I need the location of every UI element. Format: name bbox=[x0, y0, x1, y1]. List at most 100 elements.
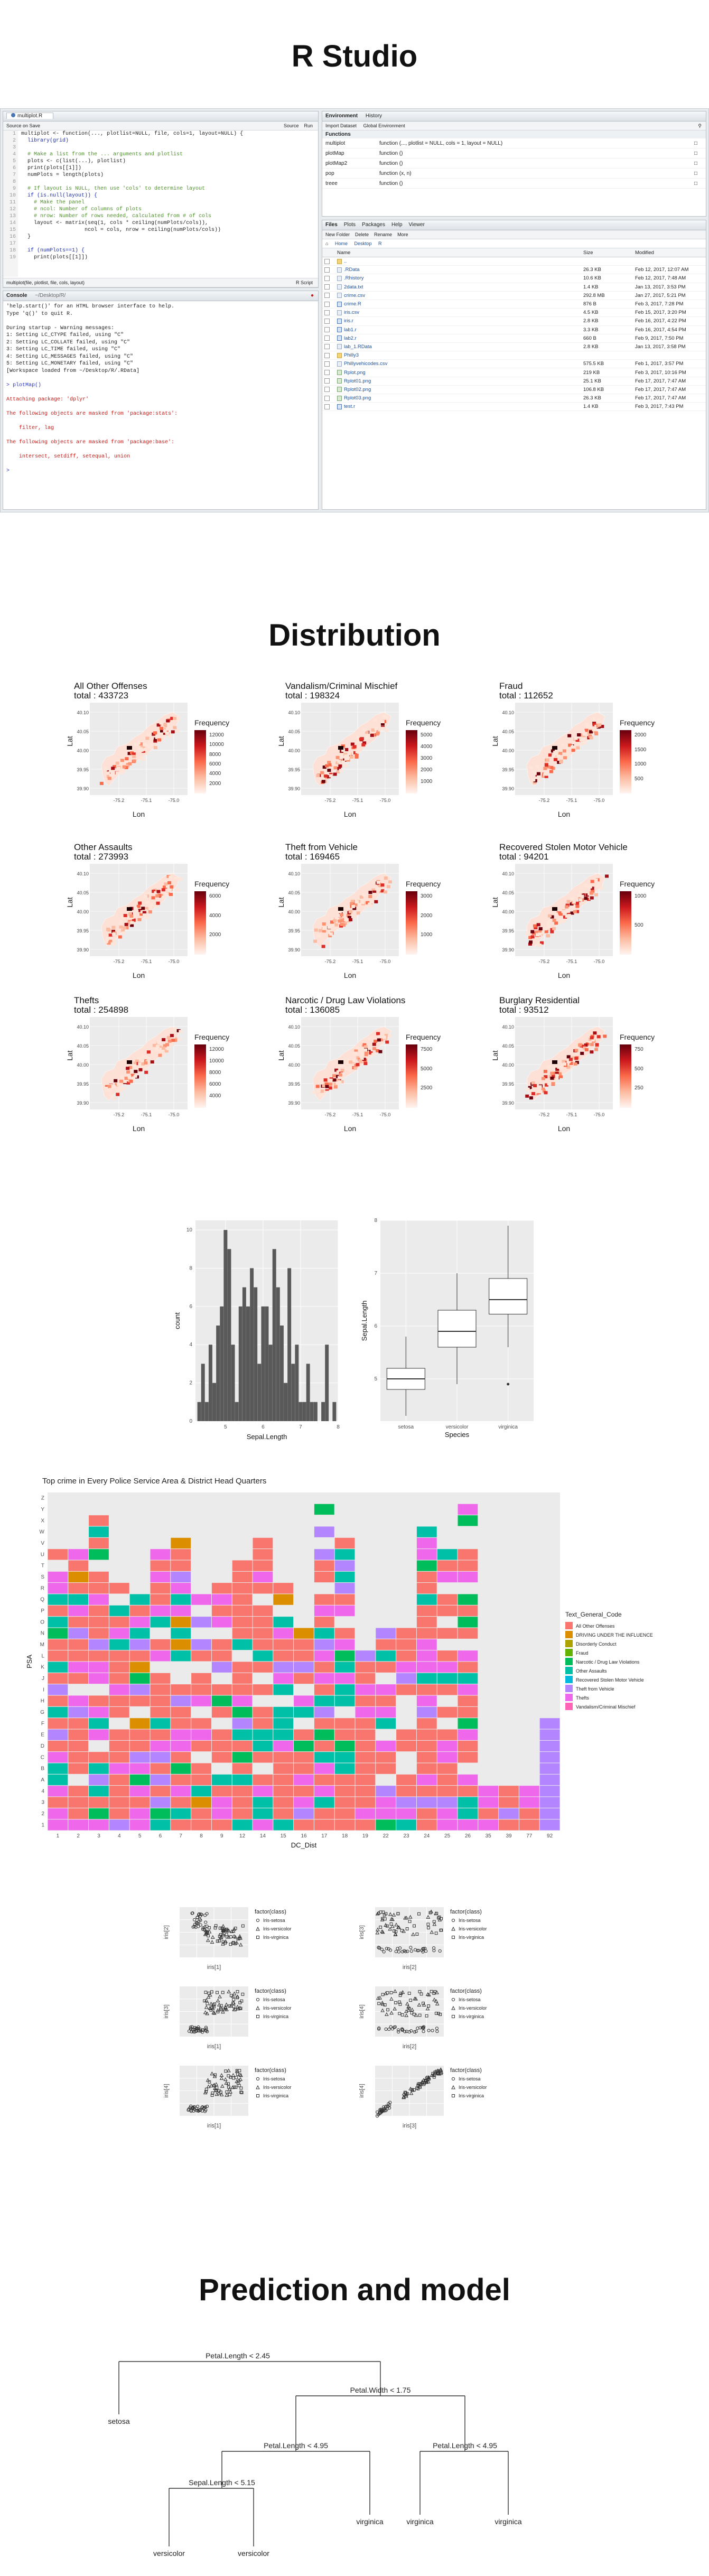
file-checkbox[interactable] bbox=[324, 275, 330, 281]
file-row[interactable]: lab_1.RData 2.8 KB Jan 13, 2017, 3:58 PM bbox=[322, 342, 706, 352]
view-icon[interactable]: □ bbox=[691, 138, 706, 148]
file-row[interactable]: Phillyvehicodes.csv 575.5 KB Feb 1, 2017, … bbox=[322, 359, 706, 369]
file-row[interactable]: .Rhistory 10.6 KB Feb 12, 2017, 7:48 AM bbox=[322, 274, 706, 283]
tab-environment[interactable]: Environment bbox=[325, 113, 358, 119]
global-environment-dropdown[interactable]: Global Environment bbox=[363, 123, 405, 128]
file-checkbox[interactable] bbox=[324, 387, 330, 393]
file-checkbox[interactable] bbox=[324, 267, 330, 273]
file-checkbox[interactable] bbox=[324, 327, 330, 333]
file-name[interactable]: crime.csv bbox=[344, 292, 366, 298]
view-icon[interactable]: □ bbox=[691, 148, 706, 158]
file-row[interactable]: iris.r 2.8 KB Feb 16, 2017, 4:22 PM bbox=[322, 316, 706, 326]
tab-plots[interactable]: Plots bbox=[343, 222, 356, 228]
environment-row[interactable]: multiplot function (..., plotlist = NULL,… bbox=[322, 138, 706, 148]
environment-row[interactable]: plotMap2 function () □ bbox=[322, 158, 706, 169]
file-name[interactable]: 2data.txt bbox=[344, 284, 363, 290]
file-name[interactable]: .. bbox=[344, 258, 347, 265]
console-output[interactable]: 'help.start()' for an HTML browser inter… bbox=[3, 301, 318, 477]
file-name[interactable]: Phillyvehicodes.csv bbox=[344, 361, 388, 367]
file-name[interactable]: Rplot03.png bbox=[344, 395, 371, 402]
file-name[interactable]: iris.r bbox=[344, 318, 353, 324]
tab-files[interactable]: Files bbox=[325, 222, 338, 228]
source-button[interactable]: Source bbox=[283, 123, 299, 128]
view-icon[interactable]: □ bbox=[691, 168, 706, 179]
file-checkbox[interactable] bbox=[324, 361, 330, 367]
breadcrumb-r[interactable]: R bbox=[378, 241, 382, 246]
file-checkbox[interactable] bbox=[324, 344, 330, 350]
file-checkbox[interactable] bbox=[324, 310, 330, 315]
file-name[interactable]: crime.R bbox=[344, 301, 361, 307]
file-checkbox[interactable] bbox=[324, 301, 330, 307]
file-checkbox[interactable] bbox=[324, 395, 330, 401]
source-on-save-button[interactable]: Source on Save bbox=[6, 123, 41, 128]
home-icon[interactable]: ⌂ bbox=[325, 241, 329, 246]
new-folder-button[interactable]: New Folder bbox=[325, 232, 350, 237]
density-cell bbox=[562, 1060, 566, 1063]
map-title-crime: Recovered Stolen Motor Vehicle bbox=[499, 842, 628, 852]
file-checkbox[interactable] bbox=[324, 335, 330, 341]
file-row[interactable]: test.r 1.4 KB Feb 3, 2017, 7:43 PM bbox=[322, 402, 706, 412]
file-row[interactable]: .RData 26.3 KB Feb 12, 2017, 12:07 AM bbox=[322, 265, 706, 275]
environment-row[interactable]: pop function (x, n) □ bbox=[322, 168, 706, 179]
file-name[interactable]: .Rhistory bbox=[344, 275, 364, 282]
file-name[interactable]: iris.csv bbox=[344, 310, 360, 316]
file-checkbox[interactable] bbox=[324, 293, 330, 298]
file-row[interactable]: Philly3 bbox=[322, 351, 706, 360]
file-type-indicator[interactable]: R Script bbox=[295, 280, 313, 285]
file-name[interactable]: test.r bbox=[344, 404, 356, 410]
file-name[interactable]: lab1.r bbox=[344, 326, 357, 333]
file-name[interactable]: Rplot02.png bbox=[344, 386, 371, 393]
code-editor[interactable]: multiplot <- function(..., plotlist=NULL… bbox=[21, 130, 316, 261]
file-name[interactable]: Rplot.png bbox=[344, 369, 366, 376]
density-cell bbox=[542, 763, 545, 767]
column-modified[interactable]: Modified bbox=[633, 248, 706, 257]
breadcrumb-home[interactable]: Home bbox=[334, 241, 348, 246]
file-name[interactable]: .RData bbox=[344, 267, 360, 273]
editor-tab[interactable]: multiplot.R bbox=[6, 113, 54, 119]
tab-help[interactable]: Help bbox=[391, 222, 403, 228]
console-tab[interactable]: Console bbox=[6, 293, 27, 298]
file-checkbox[interactable] bbox=[324, 258, 330, 264]
environment-row[interactable]: treee function () □ bbox=[322, 178, 706, 189]
file-row[interactable]: 2data.txt 1.4 KB Jan 13, 2017, 3:53 PM bbox=[322, 283, 706, 292]
point-versicolor bbox=[210, 1935, 215, 1939]
function-navigator[interactable]: multiplot(file, plotlist, file, cols, la… bbox=[6, 280, 85, 285]
file-row[interactable]: lab2.r 660 B Feb 9, 2017, 7:50 PM bbox=[322, 334, 706, 343]
rename-button[interactable]: Rename bbox=[374, 232, 393, 237]
file-checkbox[interactable] bbox=[324, 318, 330, 324]
tab-viewer[interactable]: Viewer bbox=[408, 222, 425, 228]
file-checkbox[interactable] bbox=[324, 352, 330, 358]
file-name[interactable]: lab2.r bbox=[344, 335, 357, 341]
column-size[interactable]: Size bbox=[581, 248, 633, 257]
file-checkbox[interactable] bbox=[324, 370, 330, 376]
tab-history[interactable]: History bbox=[365, 113, 383, 119]
file-checkbox[interactable] bbox=[324, 378, 330, 384]
file-name[interactable]: lab_1.RData bbox=[344, 343, 372, 350]
environment-row[interactable]: plotMap function () □ bbox=[322, 148, 706, 158]
import-dataset-button[interactable]: Import Dataset bbox=[325, 123, 357, 128]
file-row[interactable]: crime.R 876 B Feb 3, 2017, 7:28 PM bbox=[322, 300, 706, 309]
view-icon[interactable]: □ bbox=[691, 178, 706, 189]
delete-button[interactable]: Delete bbox=[355, 232, 369, 237]
file-row[interactable]: Rplot01.png 25.1 KB Feb 17, 2017, 7:47 AM bbox=[322, 377, 706, 386]
file-checkbox[interactable] bbox=[324, 404, 330, 409]
run-button[interactable]: Run bbox=[304, 123, 313, 128]
console-pane: Console ~/Desktop/R/ ● 'help.start()' fo… bbox=[3, 291, 319, 510]
file-name[interactable]: Philly3 bbox=[344, 352, 359, 359]
file-checkbox[interactable] bbox=[324, 284, 330, 290]
file-row[interactable]: crime.csv 292.8 MB Jan 27, 2017, 5:21 PM bbox=[322, 291, 706, 300]
tab-packages[interactable]: Packages bbox=[362, 222, 385, 228]
file-row[interactable]: Rplot.png 219 KB Feb 3, 2017, 10:16 PM bbox=[322, 368, 706, 377]
file-name[interactable]: Rplot01.png bbox=[344, 378, 371, 384]
file-row[interactable]: lab1.r 3.3 KB Feb 16, 2017, 4:54 PM bbox=[322, 325, 706, 334]
clear-console-icon[interactable]: ● bbox=[310, 293, 314, 298]
file-row[interactable]: Rplot03.png 26.3 KB Feb 17, 2017, 7:47 AM bbox=[322, 394, 706, 403]
more-button[interactable]: More bbox=[397, 232, 408, 237]
column-name[interactable]: Name bbox=[335, 248, 581, 257]
file-row[interactable]: .. bbox=[322, 257, 706, 266]
file-row[interactable]: Rplot02.png 106.8 KB Feb 17, 2017, 7:47 AM bbox=[322, 385, 706, 395]
file-row[interactable]: iris.csv 4.5 KB Feb 15, 2017, 3:20 PM bbox=[322, 308, 706, 318]
view-icon[interactable]: □ bbox=[691, 158, 706, 169]
search-icon[interactable]: ⚲ bbox=[698, 123, 702, 128]
breadcrumb-desktop[interactable]: Desktop bbox=[354, 241, 372, 246]
